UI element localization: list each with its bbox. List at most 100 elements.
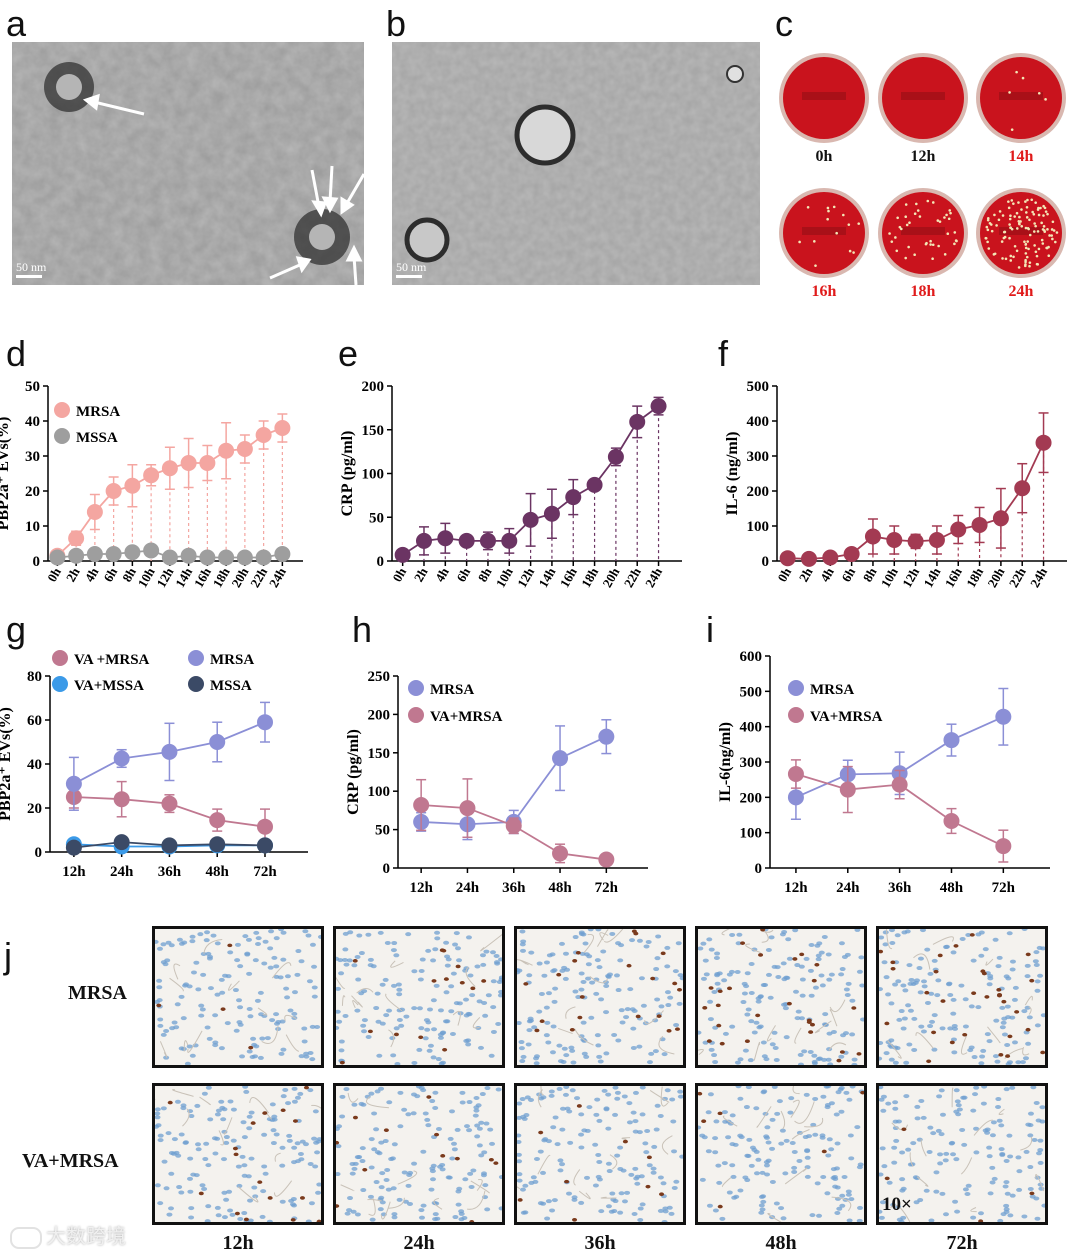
nucleus <box>455 1128 461 1132</box>
colony <box>925 242 928 245</box>
tissue-fiber <box>757 1106 771 1127</box>
nucleus <box>899 1189 905 1193</box>
nucleus <box>526 1028 532 1032</box>
nucleus <box>274 936 280 940</box>
nucleus <box>215 1206 221 1210</box>
nucleus <box>480 953 486 957</box>
stained-cell <box>799 953 804 957</box>
nucleus <box>769 935 775 939</box>
nucleus <box>538 1201 544 1205</box>
nucleus <box>494 960 500 964</box>
nucleus <box>427 1007 433 1011</box>
nucleus <box>651 1145 657 1149</box>
nucleus <box>519 1059 525 1063</box>
nucleus <box>484 1207 490 1211</box>
data-point <box>68 530 84 546</box>
nucleus <box>534 1061 540 1065</box>
nucleus <box>842 955 848 959</box>
y-tick-label: 200 <box>747 484 770 500</box>
nucleus <box>179 1133 185 1137</box>
nucleus <box>662 1206 668 1210</box>
x-tick-label: 16h <box>191 564 214 590</box>
nucleus <box>338 1048 344 1052</box>
nucleus <box>893 1139 899 1143</box>
nucleus <box>181 1016 187 1020</box>
nucleus <box>987 1039 993 1043</box>
nucleus <box>221 1191 227 1195</box>
colony <box>833 206 836 209</box>
nucleus <box>796 1010 802 1014</box>
x-tick-label: 14h <box>172 564 195 590</box>
nucleus <box>879 1216 885 1220</box>
nucleus <box>1028 1187 1034 1191</box>
nucleus <box>469 1185 475 1189</box>
nucleus <box>469 993 475 997</box>
nucleus <box>563 952 569 956</box>
nucleus <box>964 1192 970 1196</box>
nucleus <box>918 1099 924 1103</box>
panel-label-f: f <box>718 336 728 372</box>
nucleus <box>781 930 787 934</box>
nucleus <box>617 1211 623 1215</box>
nucleus <box>355 955 361 959</box>
legend-label: MRSA <box>810 682 854 698</box>
nucleus <box>294 973 300 977</box>
nucleus <box>520 1188 526 1192</box>
nucleus <box>430 1177 436 1181</box>
nucleus <box>798 1063 804 1065</box>
nucleus <box>699 1134 705 1138</box>
nucleus <box>528 951 534 955</box>
stained-cell <box>434 1133 439 1137</box>
stained-cell <box>840 1050 845 1054</box>
nucleus <box>715 982 721 986</box>
colony <box>894 236 897 239</box>
x-tick-label: 12h <box>409 880 433 893</box>
nucleus <box>255 942 261 946</box>
colony <box>1030 198 1033 201</box>
colony <box>905 203 908 206</box>
nucleus <box>665 990 671 994</box>
stained-cell <box>168 1101 173 1105</box>
stained-cell <box>698 1092 702 1096</box>
data-point <box>587 477 603 493</box>
nucleus <box>598 1209 604 1213</box>
nucleus <box>615 1038 621 1042</box>
nucleus <box>620 1020 626 1024</box>
nucleus <box>901 1027 907 1031</box>
nucleus <box>445 964 451 968</box>
x-tick-label: 36h <box>502 880 526 893</box>
nucleus <box>801 1049 807 1053</box>
nucleus <box>444 990 450 994</box>
nucleus <box>230 1213 236 1217</box>
nucleus <box>563 1093 569 1097</box>
nucleus <box>255 999 261 1003</box>
nucleus <box>190 1173 196 1177</box>
y-tick-label: 500 <box>740 684 763 700</box>
colony <box>1020 208 1023 211</box>
nucleus <box>470 1169 476 1173</box>
nucleus <box>434 984 440 988</box>
nucleus <box>452 1147 458 1151</box>
stained-cell <box>836 1059 841 1063</box>
nucleus <box>654 1128 660 1132</box>
nucleus <box>992 1177 998 1181</box>
nucleus <box>1025 974 1031 978</box>
nucleus <box>490 950 496 954</box>
nucleus <box>444 1019 450 1023</box>
y-axis-label: CRP (pg/ml) <box>345 729 362 815</box>
tissue-fiber <box>659 1036 674 1054</box>
colony <box>1047 246 1050 249</box>
stained-cell <box>814 963 819 967</box>
nucleus <box>917 1138 923 1142</box>
colony <box>813 240 816 243</box>
nucleus <box>418 1026 424 1030</box>
nucleus <box>155 940 159 944</box>
nucleus <box>375 1150 381 1154</box>
ihc-col-label: 12h <box>178 1232 298 1255</box>
colony <box>1033 213 1036 216</box>
stained-cell <box>418 1035 423 1039</box>
nucleus <box>157 1201 163 1205</box>
nucleus <box>480 1092 486 1096</box>
colony <box>986 226 989 229</box>
nucleus <box>290 1202 296 1206</box>
